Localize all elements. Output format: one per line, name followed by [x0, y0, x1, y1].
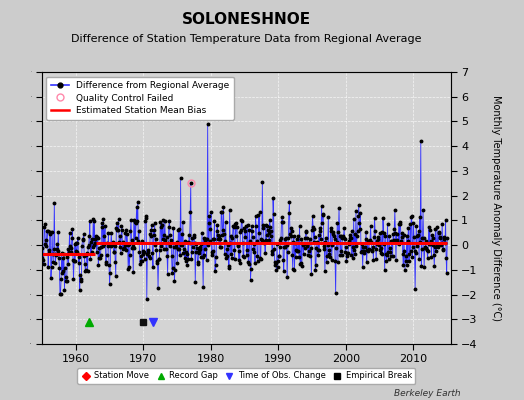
Legend: Station Move, Record Gap, Time of Obs. Change, Empirical Break: Station Move, Record Gap, Time of Obs. C… — [77, 368, 416, 384]
Text: Berkeley Earth: Berkeley Earth — [395, 389, 461, 398]
Y-axis label: Monthly Temperature Anomaly Difference (°C): Monthly Temperature Anomaly Difference (… — [492, 95, 501, 321]
Text: Difference of Station Temperature Data from Regional Average: Difference of Station Temperature Data f… — [71, 34, 421, 44]
Text: SOLONESHNOE: SOLONESHNOE — [182, 12, 311, 27]
Legend: Difference from Regional Average, Quality Control Failed, Estimated Station Mean: Difference from Regional Average, Qualit… — [47, 76, 234, 120]
